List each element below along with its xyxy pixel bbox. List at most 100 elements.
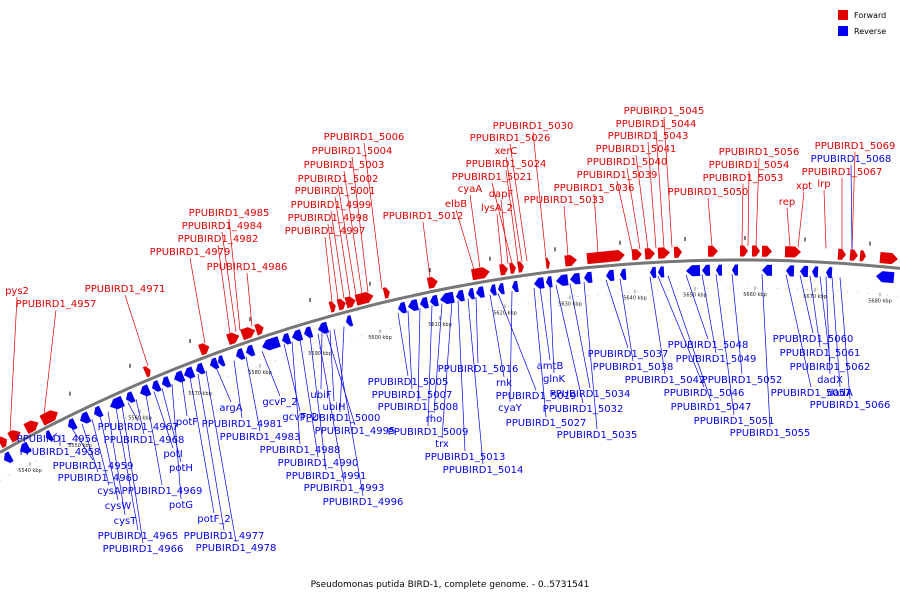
gene-label: PPUBIRD1_5012: [383, 211, 464, 222]
scale-tick: 5630 kbp: [558, 295, 582, 308]
label-leader-line: [330, 210, 345, 299]
reverse-gene-arrow: [246, 344, 256, 357]
gene-label: PPUBIRD1_5004: [312, 146, 393, 157]
gene-label: xpt: [796, 181, 812, 192]
forward-gene-arrow: [631, 248, 642, 261]
gene-label: PPUBIRD1_5049: [676, 354, 757, 365]
forward-gene-arrow: [707, 245, 718, 257]
reverse-gene-arrow: [218, 355, 226, 367]
strand-tick: [744, 236, 746, 241]
gene-label: trx: [435, 439, 449, 450]
gene-label: PPUBIRD1_4984: [182, 221, 263, 232]
label-leader-line: [153, 391, 174, 449]
gene-label: lysA_2: [481, 203, 513, 214]
forward-gene-arrow: [0, 436, 7, 449]
label-leader-line: [189, 257, 206, 344]
gene-label: PPUBIRD1_5005: [368, 377, 449, 388]
reverse-gene-arrow: [46, 430, 54, 442]
label-leader-line: [233, 360, 243, 419]
gene-label: gcvP_2: [262, 397, 297, 408]
forward-gene-arrow: [240, 327, 256, 341]
forward-gene-arrow: [751, 245, 760, 257]
scale-tick: 5650 kbp: [683, 286, 707, 299]
gene-label: PPUBIRD1_5019: [496, 391, 577, 402]
reverse-gene-arrow: [620, 268, 627, 280]
reverse-gene-arrow: [430, 294, 439, 307]
label-leader-line: [351, 156, 369, 293]
label-leader-line: [397, 312, 409, 377]
gene-label: PPUBIRD1_5062: [790, 362, 871, 373]
label-leader-line: [583, 281, 598, 430]
scale-tick-label: 5640 kbp: [623, 296, 647, 302]
reverse-gene-arrow: [546, 276, 553, 288]
label-leader-line: [549, 285, 555, 374]
reverse-gene-arrow: [716, 264, 723, 276]
gene-label: PPUBIRD1_5069: [815, 141, 896, 152]
label-leader-line: [701, 274, 717, 354]
label-leader-line: [467, 298, 484, 465]
gene-label: PPUBIRD1_5050: [668, 187, 749, 198]
label-leader-line: [785, 274, 812, 388]
label-leader-line: [145, 394, 163, 486]
gene-label: PPUBIRD1_4979: [150, 247, 231, 258]
label-leader-line: [819, 276, 831, 362]
label-leader-line: [433, 303, 443, 414]
gene-label: PPUBIRD1_4981: [202, 419, 283, 430]
gene-label: cysW: [105, 501, 132, 512]
label-leader-line: [324, 236, 333, 302]
gene-label: PPUBIRD1_4959: [53, 461, 134, 472]
gene-label: PPUBIRD1_5034: [550, 389, 631, 400]
label-leader-line: [317, 333, 345, 483]
scale-tick-label: 5560 kbp: [128, 415, 152, 421]
gene-label: cyaA: [458, 184, 483, 195]
gene-label: PPUBIRD1_4965: [98, 531, 179, 542]
gene-label: PPUBIRD1_4958: [20, 447, 101, 458]
label-leader-line: [441, 301, 453, 439]
forward-gene-arrow: [471, 267, 490, 281]
scale-tick: 5600 kbp: [368, 329, 392, 341]
label-leader-line: [747, 170, 750, 247]
gene-label: PPUBIRD1_5067: [802, 167, 883, 178]
gene-label: PPUBIRD1_5003: [304, 160, 385, 171]
gene-label: amtB: [537, 361, 564, 372]
reverse-gene-arrow: [702, 264, 711, 276]
gene-label: PPUBIRD1_4995: [315, 426, 396, 437]
reverse-gene-arrow: [420, 297, 429, 309]
forward-gene-arrow: [336, 298, 346, 311]
gene-label: PPUBIRD1_4997: [285, 226, 366, 237]
label-leader-line: [731, 273, 743, 375]
gene-label: potH: [169, 463, 193, 474]
gene-label: PPUBIRD1_4968: [104, 435, 185, 446]
gene-label: PPUBIRD1_5007: [372, 390, 453, 401]
label-leader-line: [71, 428, 94, 461]
reverse-gene-arrow: [512, 280, 519, 293]
gene-label: PPUBIRD1_5037: [588, 349, 669, 360]
reverse-gene-arrow: [812, 266, 819, 278]
gene-label: PPUBIRD1_4998: [288, 213, 369, 224]
label-leader-line: [121, 405, 144, 544]
gene-label: PPUBIRD1_5045: [624, 106, 705, 117]
forward-gene-arrow: [517, 261, 524, 273]
label-leader-line: [626, 167, 641, 250]
gene-label: PPUBIRD1_5051: [694, 416, 775, 427]
label-leader-line: [217, 244, 231, 335]
label-leader-line: [823, 189, 827, 249]
label-leader-line: [43, 309, 57, 415]
gene-label: PPUBIRD1_4967: [98, 422, 179, 433]
forward-gene-arrow: [354, 291, 374, 306]
scale-tick: 5540 kbp: [18, 462, 42, 474]
scale-tick: 5580 kbp: [248, 363, 272, 376]
gene-label: xerC: [495, 146, 518, 157]
label-leader-line: [755, 157, 760, 247]
gene-label: elbB: [445, 199, 467, 210]
label-leader-line: [761, 274, 771, 428]
gene-label: rho: [426, 414, 442, 425]
gene-label: PPUBIRD1_5061: [780, 348, 861, 359]
label-leader-line: [707, 197, 713, 247]
forward-gene-arrow: [644, 248, 655, 260]
label-leader-line: [407, 310, 413, 390]
reverse-gene-arrow: [68, 418, 78, 430]
gene-label: dadX: [817, 375, 843, 386]
reverse-gene-arrow: [346, 315, 354, 327]
